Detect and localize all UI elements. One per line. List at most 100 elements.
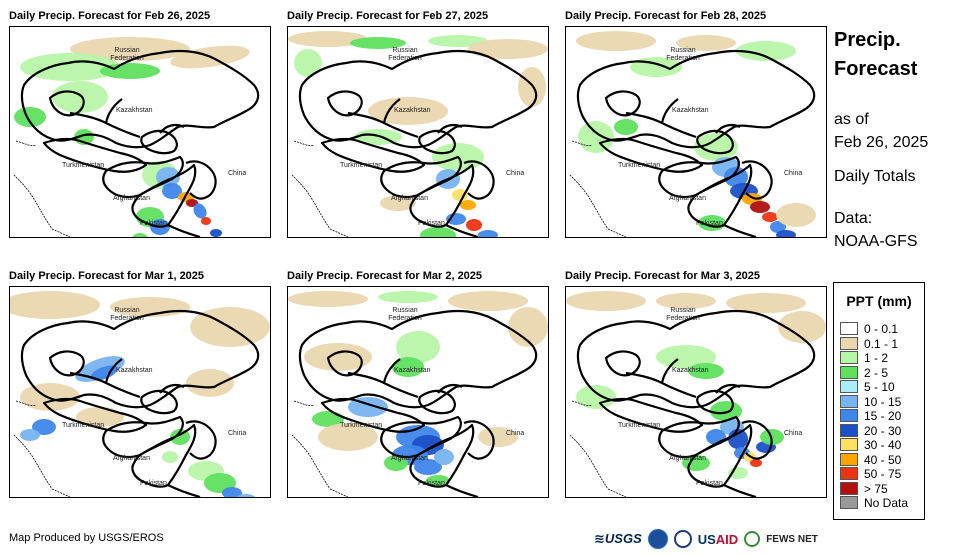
legend-item: 50 - 75	[840, 466, 901, 481]
map-label-china: China	[784, 170, 803, 177]
country-borders	[298, 49, 538, 237]
border-line	[20, 49, 260, 149]
precip-area	[656, 293, 716, 309]
precip-area	[688, 363, 724, 379]
coastline	[13, 140, 71, 237]
map-label-pakistan: Pakistan	[418, 220, 445, 227]
precip-field	[10, 291, 270, 497]
border-line	[320, 137, 426, 173]
map-label-afghanistan: Afghanistan	[113, 195, 150, 202]
precip-map-svg	[10, 291, 270, 497]
precip-area	[186, 369, 234, 397]
border-line	[159, 123, 185, 134]
border-line	[42, 137, 148, 173]
legend-swatch	[840, 322, 858, 336]
legend-swatch	[840, 496, 858, 510]
legend-label: 20 - 30	[864, 423, 902, 438]
precip-area	[770, 221, 786, 233]
border-line	[298, 309, 538, 409]
map-label-russia: Russian Federation	[666, 47, 700, 62]
border-line	[20, 309, 260, 409]
map-label-russia: Russian Federation	[388, 307, 422, 322]
border-line	[409, 423, 475, 488]
precip-area	[468, 39, 548, 59]
border-line	[418, 389, 456, 415]
border-line	[445, 224, 479, 237]
precip-area	[414, 459, 442, 475]
precip-area	[448, 291, 528, 311]
legend-item: 20 - 30	[840, 423, 902, 438]
coastline	[291, 400, 349, 497]
precip-area	[70, 37, 190, 61]
panel-title: Daily Precip. Forecast for Feb 28, 2025	[565, 10, 767, 22]
precip-area	[726, 293, 806, 313]
border-line	[48, 350, 85, 377]
precip-area	[736, 41, 796, 61]
border-line	[131, 163, 197, 228]
map-panel-1: Daily Precip. Forecast for Feb 26, 2025 …	[9, 10, 271, 240]
usgs-logo: ≋USGS	[594, 531, 642, 546]
panel-title: Daily Precip. Forecast for Feb 27, 2025	[287, 10, 489, 22]
border-line	[463, 160, 495, 200]
legend-swatch	[840, 336, 858, 350]
precip-area	[694, 133, 738, 161]
precip-area	[614, 119, 638, 135]
precip-area	[201, 217, 211, 225]
legend-swatch	[840, 394, 858, 408]
panel-title: Daily Precip. Forecast for Mar 1, 2025	[9, 270, 205, 282]
precip-area	[384, 455, 408, 471]
map-label-pakistan: Pakistan	[418, 480, 445, 487]
map-label-turkmenistan: Turkmenistan	[62, 162, 105, 169]
map-label-afghanistan: Afghanistan	[113, 455, 150, 462]
legend-label: 10 - 15	[864, 394, 902, 409]
map-label-china: China	[784, 430, 803, 437]
border-line	[382, 358, 401, 384]
data-source: NOAA-GFS	[834, 233, 918, 250]
country-borders	[576, 49, 816, 237]
sidebar-title-line2: Forecast	[834, 58, 918, 80]
border-line	[140, 129, 178, 155]
precip-area	[578, 121, 614, 153]
legend-item: 1 - 2	[840, 350, 888, 365]
country-borders	[298, 309, 538, 497]
map-label-pakistan: Pakistan	[140, 220, 167, 227]
precip-area	[478, 427, 518, 447]
map-label-pakistan: Pakistan	[696, 480, 723, 487]
precip-area	[392, 357, 424, 377]
border-line	[625, 371, 697, 399]
precip-field	[288, 31, 548, 237]
precip-area	[193, 203, 207, 219]
border-line	[382, 98, 401, 124]
border-line	[715, 383, 741, 394]
legend-label: > 75	[864, 481, 888, 496]
precip-area	[380, 195, 416, 211]
precip-map-svg	[288, 291, 548, 497]
map-label-china: China	[506, 430, 525, 437]
noaa-logo-icon	[647, 529, 668, 549]
legend-swatch	[840, 452, 858, 466]
map-label-afghanistan: Afghanistan	[669, 455, 706, 462]
legend-label: 0 - 0.1	[864, 321, 899, 336]
precip-area	[304, 343, 372, 371]
precip-area	[776, 203, 816, 227]
border-line	[42, 397, 148, 433]
map-label-kazakhstan: Kazakhstan	[116, 107, 153, 114]
border-line	[715, 123, 741, 134]
map-label-russia: Russian Federation	[388, 47, 422, 62]
legend-label: 5 - 10	[864, 379, 895, 394]
credit-text: Map Produced by USGS/EROS	[9, 532, 164, 544]
precip-area	[350, 37, 406, 49]
map-label-turkmenistan: Turkmenistan	[340, 162, 383, 169]
legend-label: 30 - 40	[864, 437, 902, 452]
panel-title: Daily Precip. Forecast for Feb 26, 2025	[9, 10, 211, 22]
legend-swatch	[840, 423, 858, 437]
border-line	[723, 484, 757, 497]
precip-area	[32, 419, 56, 435]
map-label-russia: Russian Federation	[666, 307, 700, 322]
precip-area	[368, 97, 448, 125]
precip-area	[566, 291, 646, 311]
map-label-turkmenistan: Turkmenistan	[618, 422, 661, 429]
border-line	[687, 423, 753, 488]
map-frame: Russian Federation Kazakhstan Turkmenistan A…	[9, 26, 271, 238]
map-label-turkmenistan: Turkmenistan	[618, 162, 661, 169]
